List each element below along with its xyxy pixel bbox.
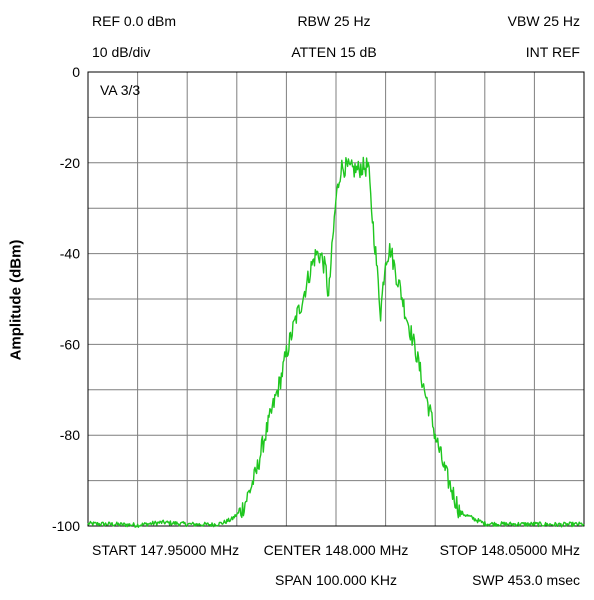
y-tick-label: -60 [60,336,80,352]
start-frequency-label: START 147.95000 MHz [92,542,240,558]
y-tick-label: 0 [72,64,80,80]
rbw-label: RBW 25 Hz [297,13,371,29]
plot-frame [87,71,585,527]
int-ref-label: INT REF [525,44,580,60]
trace-label: VA 3/3 [100,82,141,98]
y-tick-label: -40 [60,246,80,262]
atten-label: ATTEN 15 dB [291,44,377,60]
y-tick-label: -100 [52,518,80,534]
ref-level-label: REF 0.0 dBm [92,13,177,29]
spectrum-trace [87,156,585,528]
scale-label: 10 dB/div [92,44,151,60]
y-tick-label: -20 [60,155,80,171]
vbw-label: VBW 25 Hz [507,13,580,29]
center-frequency-label: CENTER 148.000 MHz [263,542,409,558]
y-tick-label: -80 [60,427,80,443]
span-label: SPAN 100.000 KHz [275,572,397,588]
sweep-time-label: SWP 453.0 msec [472,572,580,588]
stop-frequency-label: STOP 148.05000 MHz [439,542,580,558]
